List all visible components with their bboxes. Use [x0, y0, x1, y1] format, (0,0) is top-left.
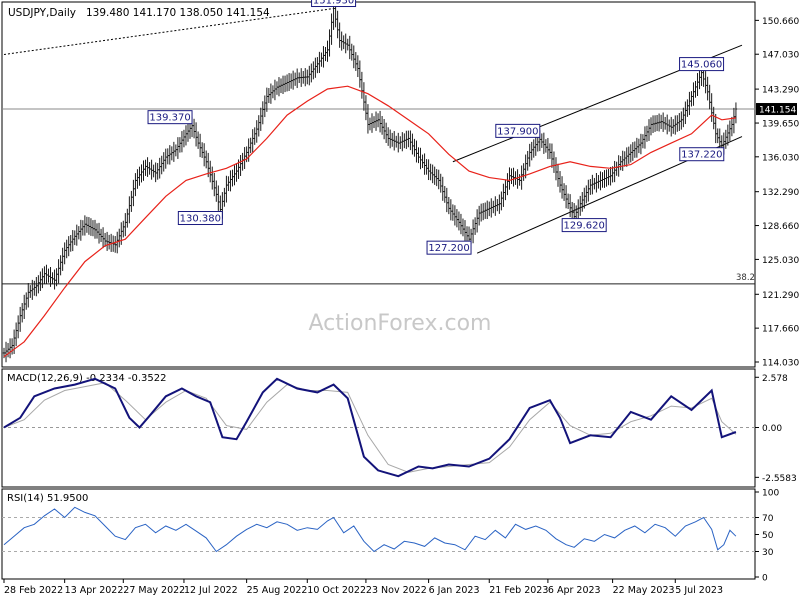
rsi-tick-label: 100	[762, 489, 779, 499]
x-tick-label: 6 Apr 2023	[548, 585, 601, 596]
price-annotation-box	[679, 57, 725, 72]
current-price-label: 141.154	[759, 106, 796, 116]
price-annotation-box	[495, 123, 541, 138]
price-annotation-box	[426, 240, 472, 255]
price-annotation-box	[561, 218, 607, 233]
price-annotation-label: 137.220	[681, 150, 722, 161]
x-tick-label: 23 Nov 2022	[366, 585, 427, 596]
rsi-panel: RSI(14) 51.9500 100 70 50 30 0	[1, 488, 779, 584]
price-annotation-box	[679, 147, 725, 162]
macd-tick-label: 2.578	[762, 374, 788, 384]
price-annotation-label: 139.370	[149, 113, 190, 124]
macd-panel: MACD(12,26,9) -0.2334 -0.3522 2.578 0.00 -…	[1, 368, 797, 488]
price-tick-label: 117.660	[762, 325, 799, 335]
x-tick-label: 10 Oct 2022	[307, 585, 366, 596]
price-tick-label: 132.290	[762, 188, 799, 198]
x-tick-label: 13 Apr 2022	[65, 585, 124, 596]
dotted-resistance-line	[3, 8, 334, 55]
price-annotation-label: 145.060	[681, 60, 722, 71]
macd-tick-label: -2.5583	[762, 474, 797, 484]
price-tick-label: 114.030	[762, 359, 799, 369]
price-tick-label: 150.660	[762, 17, 799, 27]
x-tick-label: 6 Jan 2023	[429, 585, 480, 596]
rsi-tick-label: 0	[762, 574, 768, 584]
price-annotation-box	[147, 110, 193, 125]
price-tick-label: 121.290	[762, 291, 799, 301]
price-tick-label: 143.290	[762, 86, 799, 96]
chart-title: USDJPY,Daily	[8, 7, 76, 19]
price-panel-frame	[1, 1, 756, 368]
macd-tick-label: 0.00	[762, 424, 782, 434]
moving-average-line	[3, 85, 736, 358]
current-price-box	[756, 103, 797, 116]
macd-signal-line	[3, 382, 737, 473]
rsi-line	[3, 506, 737, 553]
price-bars	[2, 0, 738, 363]
x-tick-label: 21 Feb 2023	[489, 585, 548, 596]
price-tick-label: 125.030	[762, 256, 799, 266]
x-tick-label: 27 May 2022	[123, 585, 185, 596]
price-tick-label: 139.650	[762, 120, 799, 130]
rsi-title: RSI(14) 51.9500	[7, 493, 88, 504]
price-tick-label: 128.660	[762, 222, 799, 232]
price-annotation-label: 151.930	[313, 0, 354, 7]
price-annotation-box	[311, 0, 357, 8]
x-tick-label: 22 May 2023	[613, 585, 675, 596]
x-tick-label: 5 Jul 2023	[675, 585, 723, 596]
rsi-tick-label: 70	[762, 514, 774, 524]
price-annotation-label: 127.200	[428, 243, 469, 254]
macd-line	[3, 377, 737, 478]
price-annotation-box	[177, 211, 223, 226]
macd-title: MACD(12,26,9) -0.2334 -0.3522	[7, 373, 167, 384]
fib-level-label: 38.2	[736, 273, 755, 283]
rsi-tick-label: 50	[762, 531, 774, 541]
watermark: ActionForex.com	[309, 311, 492, 336]
price-annotation-label: 129.620	[564, 221, 605, 232]
price-annotation-label: 137.900	[497, 126, 538, 137]
price-panel: USDJPY,Daily 139.480 141.170 138.050 141…	[1, 0, 799, 369]
price-tick-label: 147.030	[762, 51, 799, 61]
price-tick-label: 136.030	[762, 153, 799, 163]
x-tick-label: 12 Jul 2022	[184, 585, 238, 596]
x-tick-label: 28 Feb 2022	[4, 585, 63, 596]
rsi-tick-label: 30	[762, 548, 774, 558]
ohlc-readout: 139.480 141.170 138.050 141.154	[86, 7, 270, 19]
x-tick-label: 25 Aug 2022	[247, 585, 308, 596]
price-annotation-label: 130.380	[180, 214, 221, 225]
